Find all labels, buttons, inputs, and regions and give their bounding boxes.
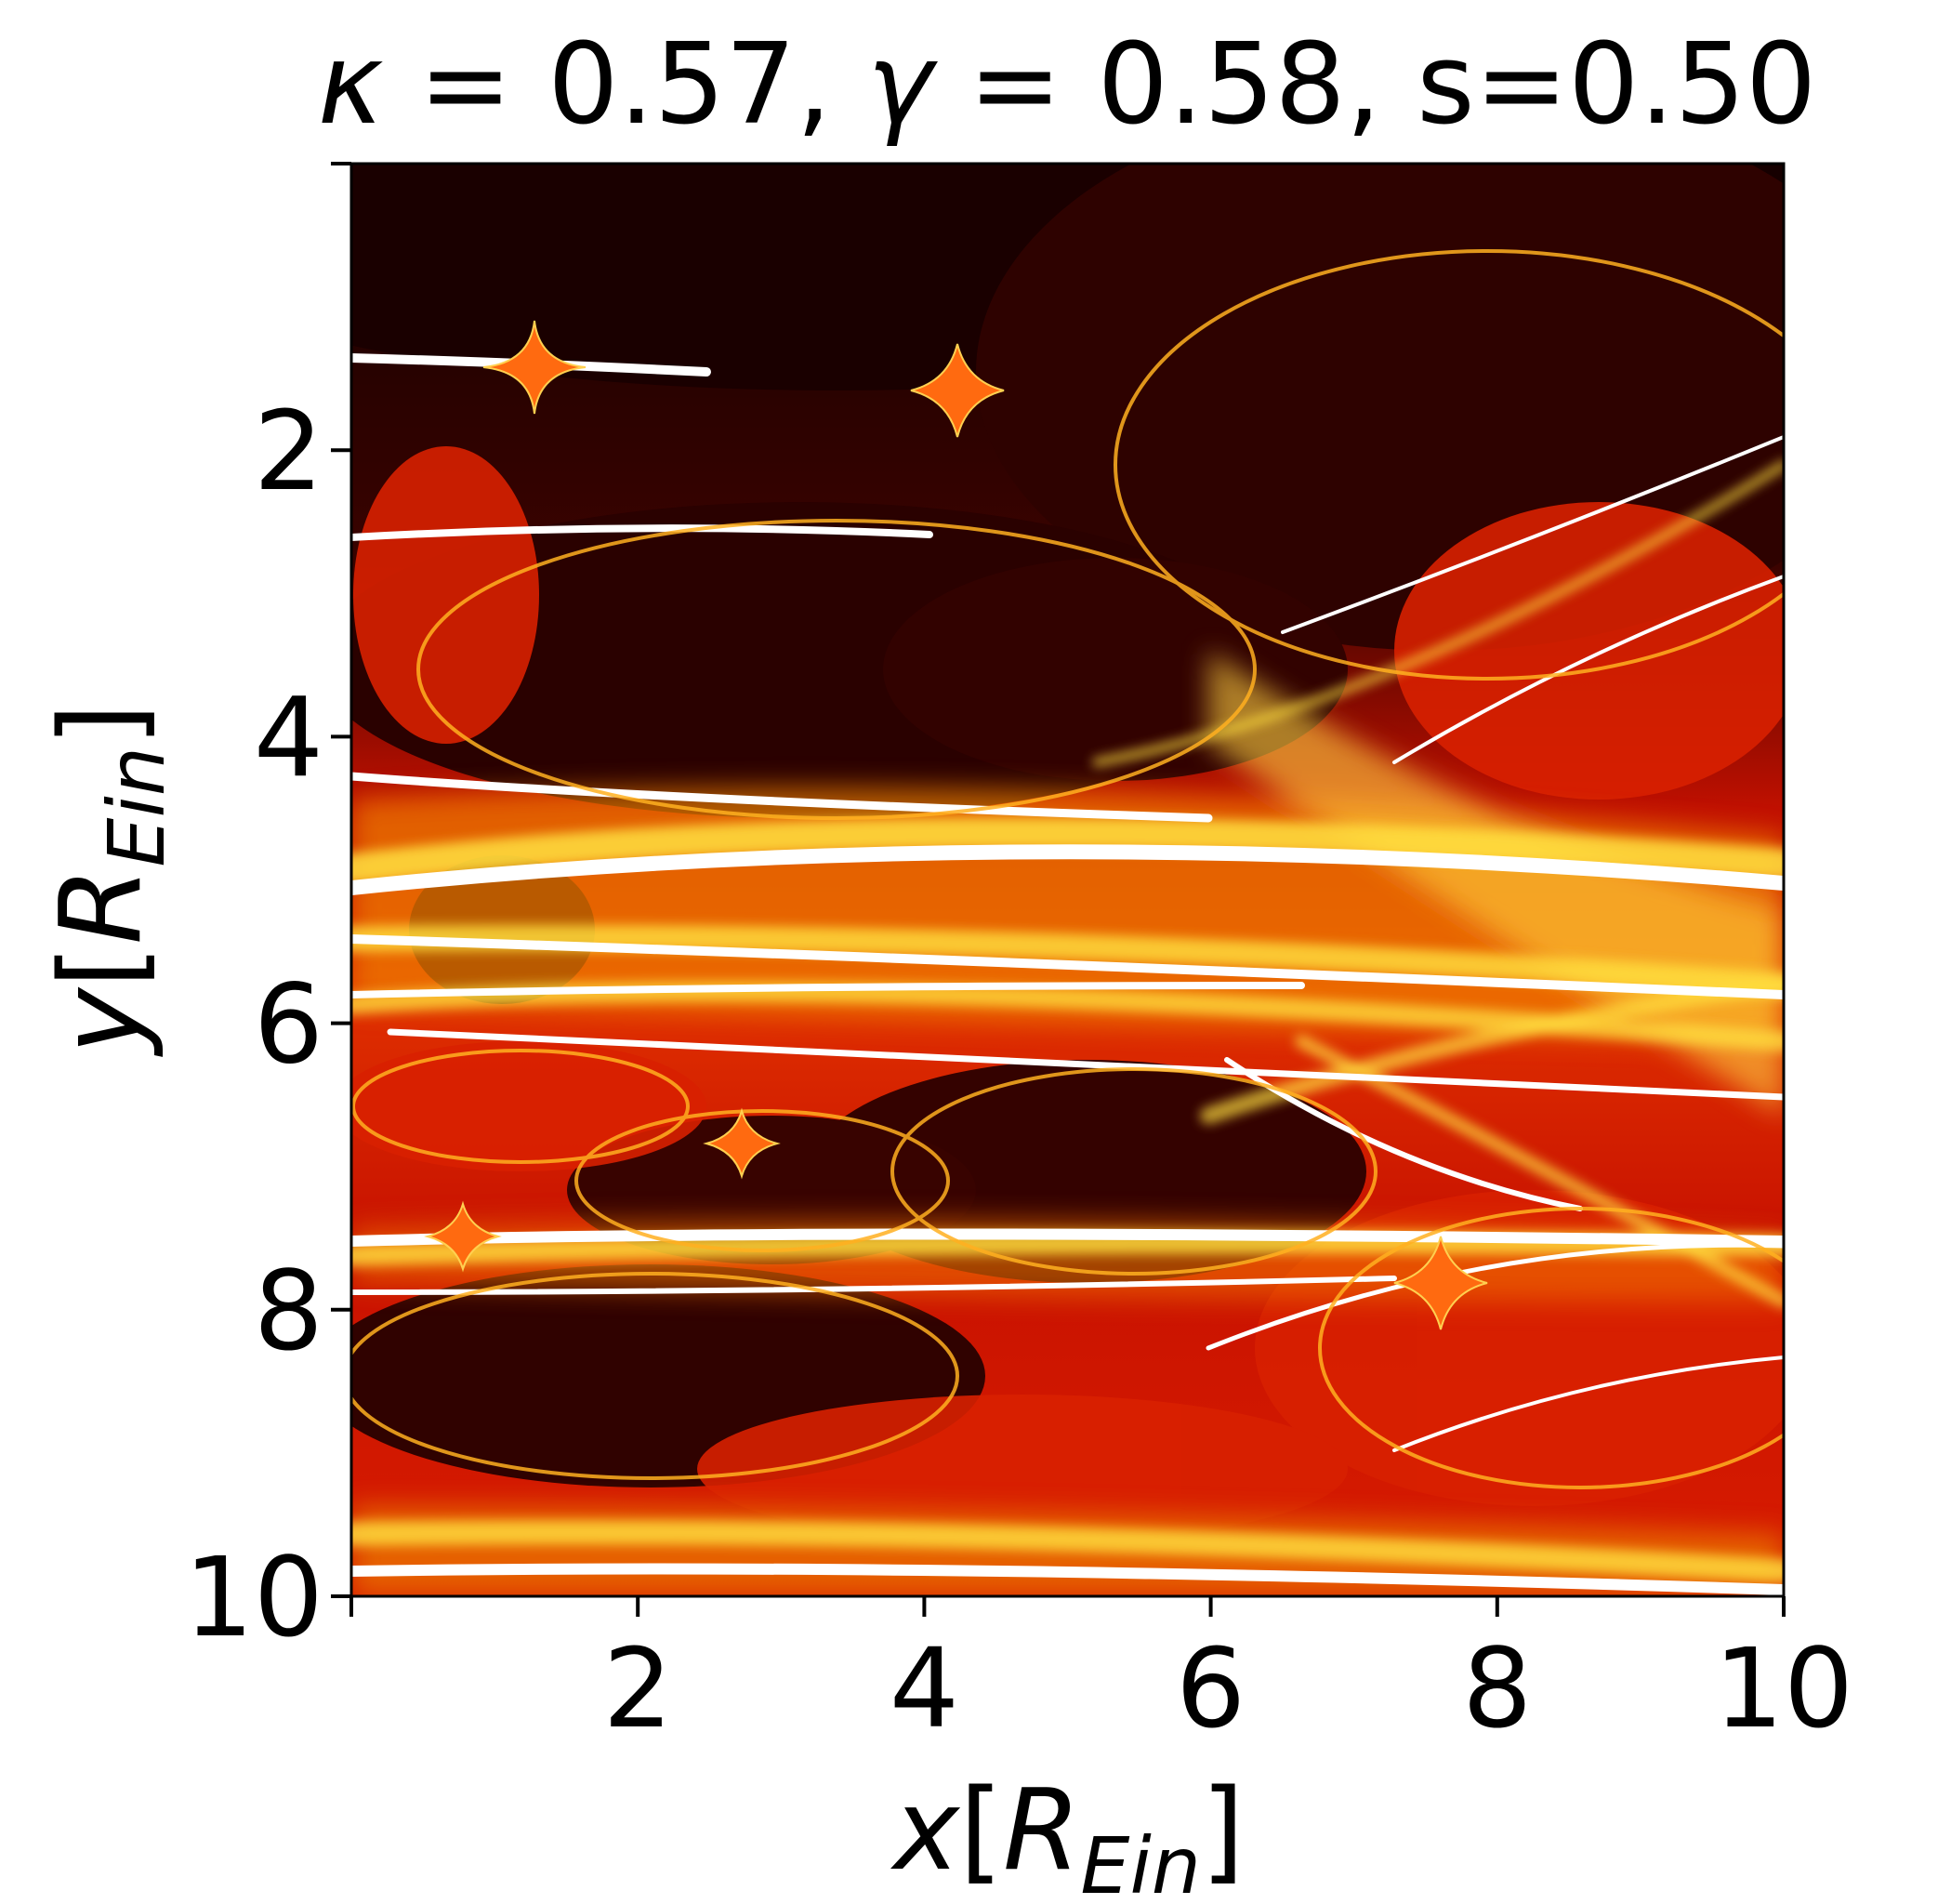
y-tick-label: 6 xyxy=(254,960,323,1089)
x-axis-label-sub: Ein xyxy=(1080,1820,1201,1904)
title-s-value: s=0.50 xyxy=(1417,20,1816,150)
y-axis-label-open: [ xyxy=(37,945,166,988)
y-tick-label: 10 xyxy=(184,1533,323,1661)
y-axis-label-var: y xyxy=(37,986,166,1057)
x-axis-label-var: x xyxy=(890,1766,961,1896)
y-tick-label: 2 xyxy=(254,387,323,515)
magnification-map xyxy=(351,164,1784,1596)
x-tick-label: 10 xyxy=(1714,1624,1853,1752)
x-tick-label: 2 xyxy=(603,1624,673,1752)
x-axis-label-close: ] xyxy=(1201,1766,1245,1896)
x-axis-label-open: [ xyxy=(959,1766,1003,1896)
y-axis-ticks: 2 4 6 8 10 xyxy=(184,162,351,1661)
y-axis-label-sub: Ein xyxy=(91,747,182,867)
x-tick-label: 6 xyxy=(1176,1624,1246,1752)
title-gamma-symbol: γ xyxy=(867,20,939,150)
title-gamma-value: = 0.58, xyxy=(969,20,1381,150)
title-kappa-value: = 0.57, xyxy=(419,20,832,150)
x-axis-label-r: R xyxy=(1003,1766,1080,1896)
x-axis-ticks: 2 4 6 8 10 xyxy=(349,1596,1853,1752)
axes-frame xyxy=(349,162,1786,1598)
x-axis-label: x[REin] xyxy=(890,1766,1245,1904)
title-kappa-symbol: κ xyxy=(318,20,384,150)
y-axis-label-r: R xyxy=(37,867,166,945)
y-tick-label: 8 xyxy=(254,1247,323,1375)
y-axis-label-close: ] xyxy=(37,703,166,747)
x-tick-label: 8 xyxy=(1462,1624,1532,1752)
y-tick-label: 4 xyxy=(254,673,323,801)
chart-title: κ = 0.57, γ = 0.58, s=0.50 xyxy=(318,20,1817,150)
x-tick-label: 4 xyxy=(890,1624,959,1752)
y-axis-label: y[REin] xyxy=(37,703,182,1057)
